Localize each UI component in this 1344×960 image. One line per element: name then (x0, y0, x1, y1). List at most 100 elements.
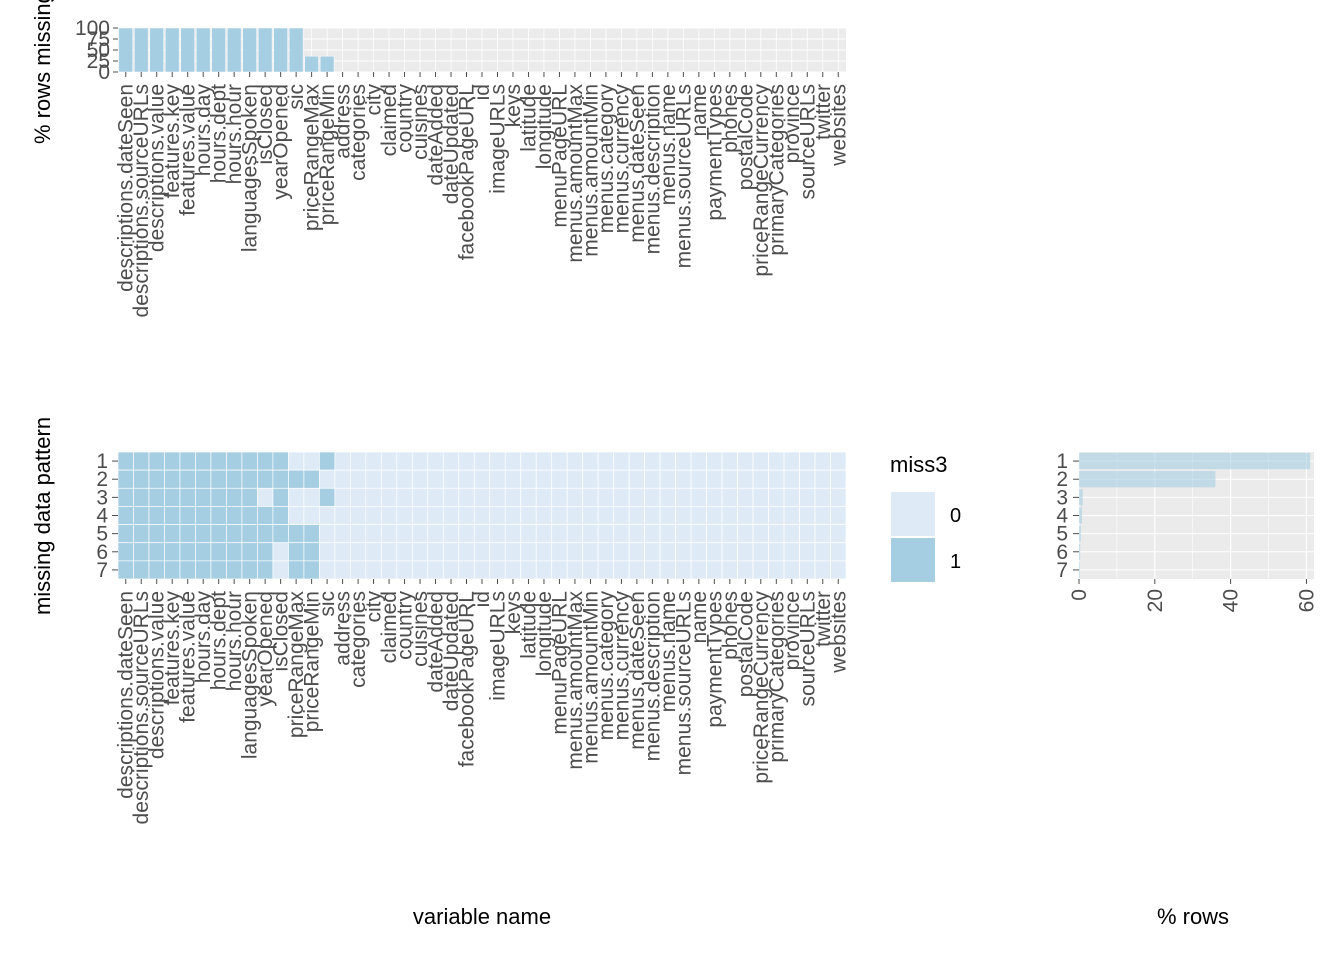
heatmap-cell (783, 487, 800, 507)
heatmap-cell (210, 451, 227, 471)
heatmap-cell (396, 524, 413, 544)
x-tick-label: sourceURLs (796, 84, 819, 200)
heatmap-cell (644, 451, 661, 471)
heatmap-cell (303, 469, 320, 489)
x-tick-label: priceRangeMin (316, 84, 339, 225)
legend-label: 0 (950, 505, 961, 527)
y-tick-label: 100 (75, 17, 110, 40)
heatmap-cell (721, 542, 738, 562)
heatmap-cell (644, 542, 661, 562)
x-tick-label: menus.dateSeen (626, 84, 649, 243)
y-tick-label: 5 (96, 523, 108, 546)
bar (1079, 543, 1081, 560)
heatmap-cell (365, 560, 382, 580)
heatmap-cell (690, 560, 707, 580)
heatmap-cell (690, 524, 707, 544)
heatmap-cell (752, 469, 769, 489)
heatmap-cell (195, 524, 212, 544)
x-tick-label: address (332, 591, 355, 666)
heatmap-cell (179, 560, 196, 580)
x-tick-label: claimed (378, 591, 401, 663)
x-tick-label: features.key (161, 591, 184, 706)
x-tick-label: descriptions.value (146, 84, 169, 252)
heatmap-cell (288, 506, 305, 525)
heatmap-cell (473, 451, 491, 471)
heatmap-cell (241, 524, 258, 544)
heatmap-cell (566, 542, 584, 562)
heatmap-cell (613, 542, 630, 562)
heatmap-cell (303, 542, 320, 562)
heatmap-cell (659, 487, 676, 507)
heatmap-cell (706, 542, 723, 562)
heatmap-cell (799, 487, 816, 507)
heatmap-cell (349, 506, 367, 525)
heatmap-cell (675, 524, 692, 544)
x-tick-label: hours.dept (208, 84, 231, 183)
x-tick-label: imageURLs (486, 84, 509, 194)
x-tick-label: categories (347, 591, 370, 688)
bar (1079, 561, 1080, 579)
heatmap-cell (752, 487, 769, 507)
heatmap-cell (706, 451, 723, 471)
bar (165, 27, 180, 73)
bar (226, 27, 242, 73)
heatmap-cell (814, 542, 831, 562)
x-tick-label: city (363, 591, 386, 623)
heatmap-cell (133, 560, 150, 580)
bar (118, 27, 133, 73)
y-tick-label: 2 (1056, 468, 1068, 491)
heatmap-cell (442, 524, 460, 544)
y-tick-label: 3 (1056, 486, 1068, 509)
heatmap-cell (504, 560, 522, 580)
heatmap-cell (442, 451, 460, 471)
heatmap-cell (210, 542, 227, 562)
heatmap-cell (830, 469, 847, 489)
x-tick-label: province (781, 84, 804, 163)
heatmap-cell (334, 542, 351, 562)
x-tick-label: city (363, 84, 386, 116)
y-axis-title: % rows missing (30, 0, 55, 144)
x-tick-label: hours.day (192, 84, 215, 177)
heatmap-cell (659, 469, 676, 489)
heatmap-cell (288, 524, 305, 544)
x-tick-label: name (688, 591, 711, 644)
heatmap-cell (768, 487, 785, 507)
heatmap-cell (411, 487, 429, 507)
x-tick-label: longitude (533, 591, 556, 676)
heatmap-cell (613, 560, 630, 580)
heatmap-cell (830, 560, 847, 580)
heatmap-cell (396, 560, 413, 580)
heatmap-cell (458, 487, 475, 507)
heatmap-cell (427, 506, 444, 525)
heatmap-cell (164, 542, 181, 562)
heatmap-cell (148, 506, 165, 525)
heatmap-cell (690, 542, 707, 562)
heatmap-cell (257, 506, 274, 525)
x-tick-label: menus.description (641, 84, 664, 254)
heatmap-cell (411, 451, 429, 471)
heatmap-cell (551, 506, 568, 525)
heatmap-cell (783, 451, 800, 471)
heatmap-cell (164, 451, 181, 471)
heatmap-cell (164, 506, 181, 525)
x-tick-label: isClosed (254, 84, 277, 165)
heatmap-cell (520, 469, 537, 489)
y-tick-label: 1 (1056, 450, 1068, 473)
heatmap-cell (504, 469, 522, 489)
heatmap-cell (628, 542, 645, 562)
bar (319, 55, 335, 73)
x-axis-title: % rows (1157, 904, 1229, 929)
heatmap-cell (319, 487, 336, 507)
heatmap-cell (319, 524, 336, 544)
x-tick-label: features.value (177, 591, 200, 723)
heatmap-cell (241, 469, 258, 489)
heatmap-cell (489, 506, 506, 525)
heatmap-cell (458, 506, 475, 525)
heatmap-cell (226, 560, 243, 580)
heatmap-cell (241, 487, 258, 507)
x-tick-label: facebookPageURL (456, 591, 479, 767)
heatmap-cell (644, 506, 661, 525)
x-tick-label: features.key (161, 84, 184, 199)
heatmap-cell (675, 542, 692, 562)
heatmap-cell (830, 506, 847, 525)
